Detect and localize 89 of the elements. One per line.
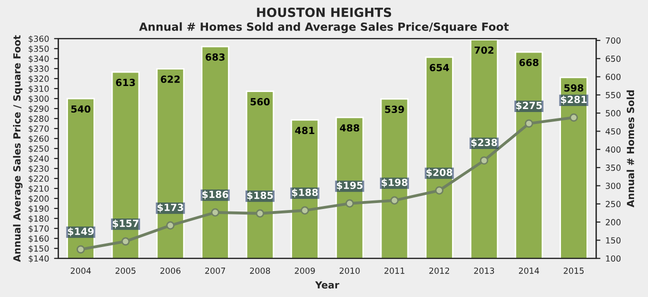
y-tick-label: $230	[28, 165, 49, 173]
data-label: 613	[116, 78, 135, 86]
chart-subtitle: Annual # Homes Sold and Average Sales Price/Square Foot	[139, 22, 509, 34]
y-tick-label: $320	[28, 75, 49, 83]
data-label: 702	[474, 46, 494, 54]
y-tick-label: $240	[28, 155, 49, 163]
data-label: $208	[426, 168, 452, 178]
y-tick-label: $260	[28, 135, 49, 143]
data-label: $186	[202, 190, 228, 200]
y2-tick-label: 150	[606, 237, 621, 244]
x-tick-label: 2013	[474, 268, 494, 274]
point	[300, 206, 309, 215]
y-axis-title: Annual Average Sales Price / Square Foot	[13, 35, 23, 262]
x-tick-label: 2005	[116, 268, 136, 274]
y-tick-label: $340	[28, 55, 49, 63]
data-label: $198	[382, 178, 408, 188]
y2-tick-label: 400	[606, 146, 621, 153]
x-tick-label: 2008	[250, 268, 270, 274]
y2-tick-label: 550	[606, 92, 621, 98]
y-tick-label: $360	[28, 35, 49, 43]
data-label: 539	[385, 106, 404, 114]
y-tick-label: $150	[28, 245, 49, 253]
data-label: 481	[295, 126, 314, 134]
point	[480, 156, 488, 165]
data-label: $149	[68, 227, 94, 236]
x-tick-label: 2011	[384, 268, 404, 274]
y-tick-label: $210	[28, 185, 49, 193]
data-label: $173	[158, 204, 184, 212]
x-tick-label: 2006	[160, 268, 180, 274]
data-label: 488	[340, 124, 360, 132]
y2-tick-label: 250	[606, 200, 621, 208]
x-tick-label: 2015	[564, 268, 584, 274]
x-tick-label: 2012	[429, 268, 450, 274]
point	[345, 199, 354, 208]
y2-tick-label: 300	[606, 182, 621, 190]
y-tick-label: $310	[28, 85, 49, 93]
data-label: $275	[516, 102, 542, 110]
y2-tick-label: 200	[606, 219, 621, 226]
chart-title: HOUSTON HEIGHTS	[257, 8, 392, 18]
y-tick-label: $220	[28, 175, 49, 183]
y-tick-label: $200	[28, 195, 49, 203]
point	[76, 245, 85, 254]
y-tick-label: $270	[28, 125, 49, 133]
y2-tick-label: 650	[606, 56, 621, 62]
x-tick-label: 2014	[518, 268, 540, 274]
y-tick-label: $140	[28, 255, 49, 263]
data-label: $188	[292, 188, 318, 198]
y-tick-label: $180	[28, 215, 49, 223]
y2-tick-label: 100	[606, 255, 621, 262]
y2-tick-label: 500	[606, 110, 621, 116]
point	[570, 113, 578, 122]
data-label: 622	[160, 76, 180, 83]
y-tick-label: $330	[28, 65, 49, 73]
data-label: 668	[519, 58, 538, 66]
data-label: 598	[564, 84, 584, 92]
data-label: $185	[247, 192, 273, 200]
y-tick-label: $190	[28, 205, 49, 213]
x-tick-label: 2007	[205, 268, 226, 274]
y-tick-label: $350	[28, 45, 49, 53]
y2-tick-label: 700	[606, 37, 621, 44]
y-tick-label: $160	[28, 235, 49, 243]
point	[256, 209, 264, 218]
y2-tick-label: 450	[606, 128, 621, 135]
x-tick-label: 2004	[70, 268, 91, 274]
y-tick-label: $170	[28, 225, 49, 233]
y2-tick-label: 350	[606, 164, 621, 171]
point	[435, 186, 444, 195]
data-label: $195	[336, 182, 362, 190]
point	[524, 119, 534, 128]
x-axis-title: Year	[315, 281, 340, 289]
y-tick-label: $290	[28, 105, 49, 113]
point	[211, 208, 220, 217]
y2-tick-label: 600	[606, 74, 621, 80]
data-label: 654	[430, 64, 449, 72]
y-tick-label: $250	[28, 145, 49, 153]
data-label: 560	[250, 98, 270, 106]
y-tick-label: $300	[28, 95, 49, 103]
data-label: $281	[560, 96, 587, 104]
point	[166, 221, 175, 230]
y-tick-label: $280	[28, 115, 49, 123]
data-label: $157	[112, 220, 138, 228]
data-label: 683	[206, 53, 225, 61]
point	[390, 196, 399, 205]
point	[121, 237, 130, 246]
x-tick-label: 2009	[294, 268, 315, 274]
x-tick-label: 2010	[340, 268, 360, 274]
data-label: 540	[71, 105, 90, 113]
y2-axis-title: Annual # Homes Sold	[626, 90, 634, 208]
data-label: $238	[471, 138, 498, 148]
